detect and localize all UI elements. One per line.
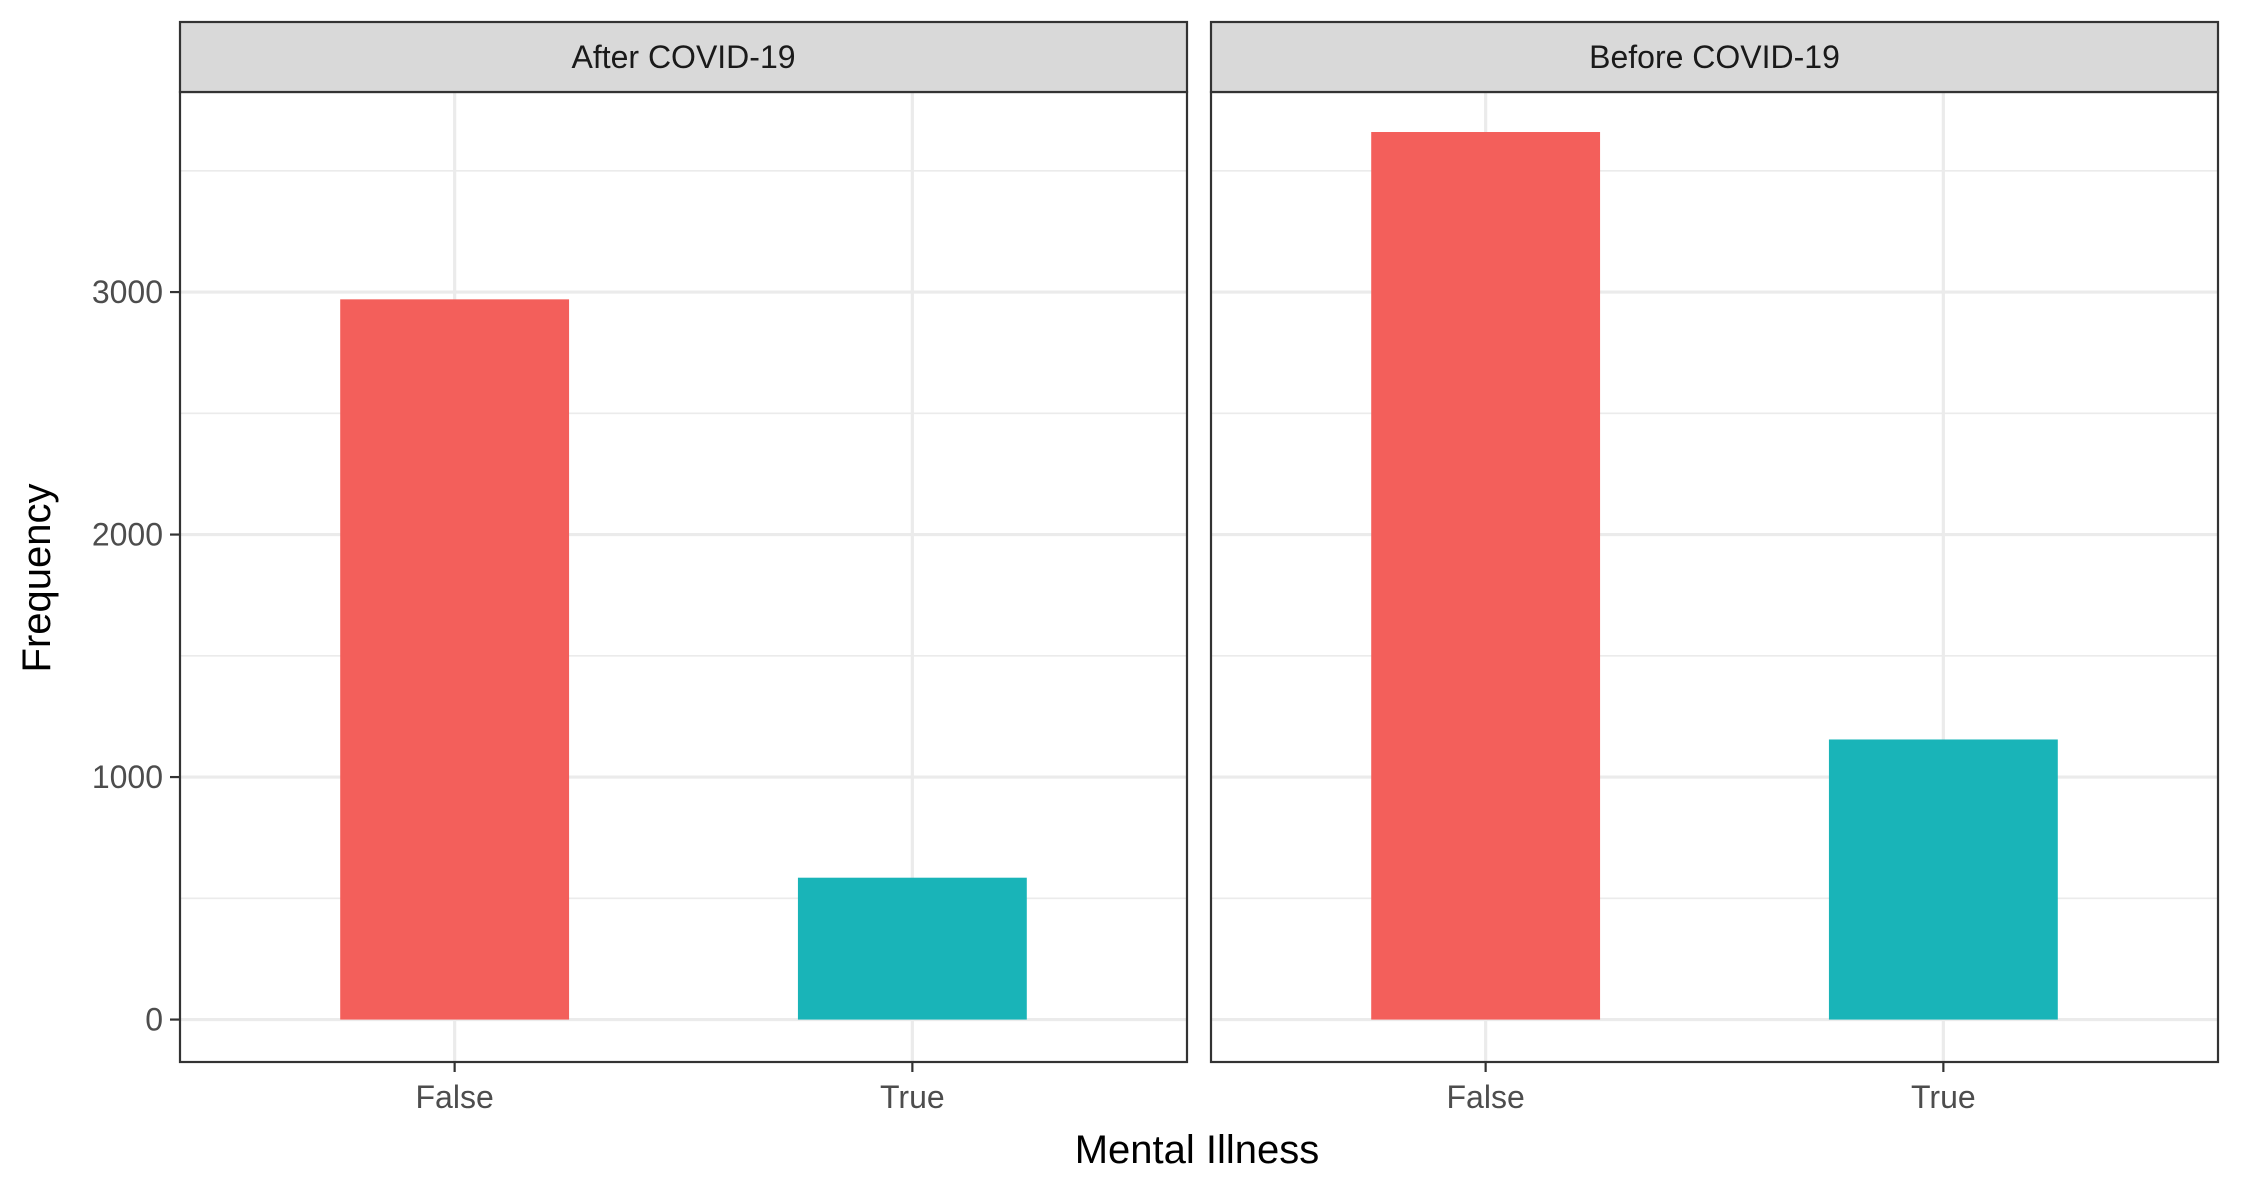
x-tick-label: False: [1447, 1079, 1525, 1115]
facet-title: After COVID-19: [571, 39, 795, 75]
bar-false: [340, 299, 570, 1020]
panel-background: [180, 92, 1187, 1062]
panel-2: Before COVID-19 False True: [1209, 20, 2220, 1115]
x-tick-label: True: [1911, 1079, 1976, 1115]
panel-1: After COVID-19 False True: [178, 20, 1189, 1115]
y-tick-label: 3000: [92, 274, 163, 310]
bar-false: [1371, 132, 1601, 1020]
panel-background: [1211, 92, 2218, 1062]
x-tick-label: True: [880, 1079, 945, 1115]
facet-strip: [178, 20, 1189, 94]
y-axis-title: Frequency: [15, 484, 59, 673]
y-tick-label: 1000: [92, 759, 163, 795]
panels-layer: After COVID-19 False True Before COVID-19 Fa…: [178, 20, 2220, 1115]
bar-true: [1828, 739, 2058, 1020]
y-axis: 0 1000 2000 3000: [92, 274, 180, 1038]
facet-strip: [1209, 20, 2220, 94]
facet-title: Before COVID-19: [1589, 39, 1840, 75]
y-tick-label: 2000: [92, 517, 163, 553]
y-tick-label: 0: [145, 1002, 163, 1038]
bar-true: [797, 877, 1027, 1020]
x-tick-label: False: [416, 1079, 494, 1115]
x-axis-title: Mental Illness: [1075, 1128, 1320, 1172]
